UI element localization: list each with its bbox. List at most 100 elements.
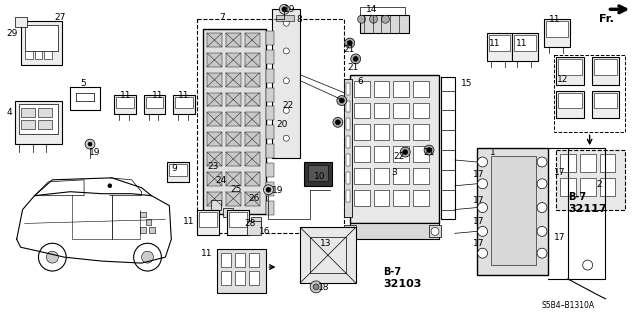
Bar: [140, 211, 145, 218]
Bar: [150, 227, 156, 234]
Bar: [344, 79, 352, 218]
Bar: [167, 162, 189, 182]
Bar: [226, 93, 241, 107]
Text: 12: 12: [557, 75, 568, 84]
Circle shape: [477, 179, 488, 189]
Text: 24: 24: [215, 176, 226, 185]
Bar: [244, 53, 260, 67]
Bar: [248, 253, 259, 267]
Circle shape: [333, 117, 343, 127]
Bar: [374, 102, 389, 118]
Bar: [374, 146, 389, 162]
Bar: [24, 51, 33, 59]
Circle shape: [358, 15, 365, 23]
Bar: [266, 144, 275, 158]
Circle shape: [284, 20, 289, 26]
Bar: [354, 146, 369, 162]
Bar: [556, 57, 584, 85]
Text: 20: 20: [276, 120, 288, 129]
Text: 32117: 32117: [568, 204, 607, 214]
Text: 21: 21: [423, 148, 435, 157]
Circle shape: [400, 147, 410, 157]
Circle shape: [134, 243, 161, 271]
Text: 11: 11: [120, 91, 131, 100]
Circle shape: [141, 251, 154, 263]
Bar: [244, 33, 260, 47]
Bar: [226, 53, 241, 67]
Bar: [266, 125, 275, 139]
Text: 27: 27: [54, 13, 66, 22]
Bar: [593, 93, 618, 108]
Bar: [266, 163, 275, 177]
Bar: [394, 190, 409, 205]
Text: 21: 21: [344, 45, 355, 54]
Bar: [173, 94, 195, 115]
Bar: [591, 91, 620, 118]
Bar: [346, 154, 349, 166]
Circle shape: [310, 281, 322, 293]
Circle shape: [313, 284, 319, 290]
Bar: [197, 210, 219, 235]
Bar: [20, 120, 35, 129]
Bar: [515, 35, 536, 51]
Bar: [203, 29, 266, 213]
Text: 17: 17: [473, 170, 484, 179]
Text: 9: 9: [172, 164, 177, 173]
Bar: [374, 168, 389, 184]
Bar: [266, 88, 275, 101]
Bar: [237, 213, 246, 223]
Text: 19: 19: [89, 148, 100, 157]
Text: 26: 26: [248, 194, 260, 203]
Bar: [170, 164, 187, 176]
Bar: [580, 154, 596, 172]
Bar: [591, 57, 620, 85]
Bar: [143, 94, 165, 115]
Bar: [207, 93, 222, 107]
Circle shape: [284, 78, 289, 84]
Bar: [556, 91, 584, 118]
Bar: [374, 81, 389, 97]
Bar: [207, 192, 222, 205]
Bar: [246, 221, 260, 235]
Bar: [226, 112, 241, 126]
Text: 17: 17: [473, 196, 484, 205]
Bar: [175, 97, 193, 108]
Bar: [223, 208, 233, 218]
Text: 11: 11: [183, 218, 195, 226]
Circle shape: [537, 157, 547, 167]
Text: 16: 16: [259, 227, 270, 236]
Bar: [394, 146, 409, 162]
Bar: [266, 69, 275, 83]
Bar: [490, 156, 536, 265]
Bar: [394, 102, 409, 118]
Text: 15: 15: [461, 79, 472, 88]
Bar: [244, 73, 260, 87]
Text: 5: 5: [80, 79, 86, 88]
Bar: [560, 178, 576, 196]
Text: S5B4–B1310A: S5B4–B1310A: [541, 301, 594, 310]
Bar: [207, 152, 222, 166]
Bar: [276, 15, 294, 21]
Text: 23: 23: [207, 162, 218, 171]
Text: 11: 11: [488, 39, 500, 48]
Bar: [413, 190, 429, 205]
Bar: [226, 132, 241, 146]
Text: 19: 19: [273, 186, 284, 195]
Bar: [211, 200, 221, 210]
Bar: [544, 19, 570, 47]
Text: 22: 22: [394, 152, 404, 161]
Bar: [227, 210, 248, 235]
Bar: [413, 81, 429, 97]
Bar: [217, 249, 266, 293]
Bar: [346, 190, 349, 202]
Bar: [600, 154, 616, 172]
Bar: [344, 226, 356, 237]
Circle shape: [537, 226, 547, 236]
Circle shape: [266, 187, 271, 192]
Bar: [354, 102, 369, 118]
Circle shape: [339, 98, 344, 103]
Circle shape: [284, 108, 289, 114]
Bar: [429, 226, 441, 237]
Bar: [199, 211, 217, 227]
Circle shape: [353, 56, 358, 61]
